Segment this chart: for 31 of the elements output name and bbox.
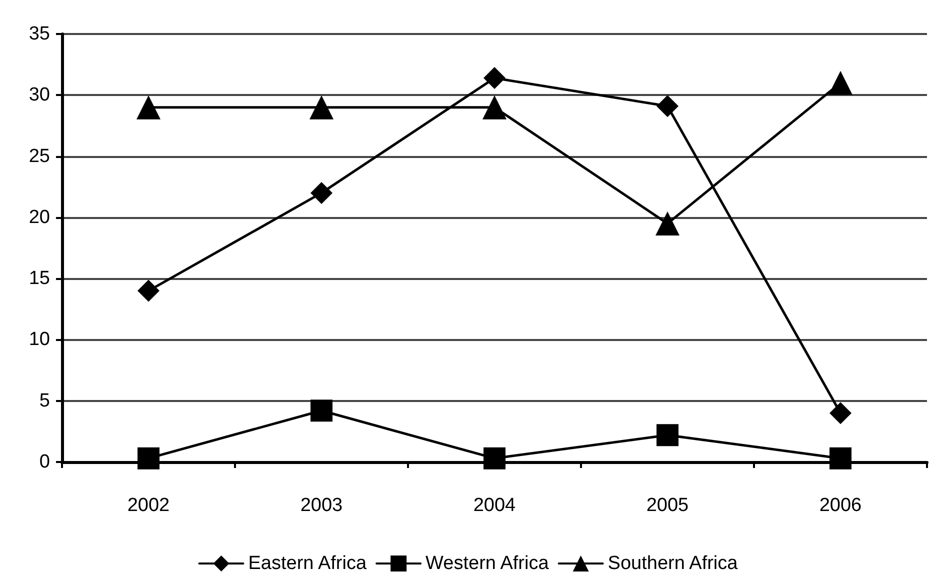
point bbox=[484, 447, 506, 470]
point bbox=[310, 95, 334, 120]
point bbox=[656, 212, 680, 236]
x-tick-label: 2004 bbox=[473, 495, 516, 516]
x-tick-label: 2006 bbox=[819, 495, 862, 516]
x-tick-label: 2002 bbox=[127, 495, 170, 516]
y-tick-label: 35 bbox=[28, 24, 50, 44]
y-tick-label: 0 bbox=[39, 452, 50, 472]
point bbox=[138, 447, 160, 470]
legend-label: Eastern Africa bbox=[248, 553, 367, 574]
legend-label: Southern Africa bbox=[608, 553, 738, 574]
point bbox=[484, 67, 506, 90]
x-tick-label: 2005 bbox=[646, 495, 689, 516]
point bbox=[310, 400, 332, 422]
x-tick-label: 2003 bbox=[300, 495, 343, 516]
point bbox=[656, 424, 678, 446]
point bbox=[138, 280, 160, 302]
y-tick-label: 15 bbox=[28, 268, 50, 290]
point bbox=[656, 95, 678, 118]
point bbox=[482, 95, 506, 120]
legend-label: Western Africa bbox=[426, 553, 550, 574]
y-tick-label: 20 bbox=[28, 206, 50, 228]
y-tick-label: 30 bbox=[28, 84, 50, 106]
point bbox=[310, 182, 332, 204]
y-tick-label: 25 bbox=[28, 146, 50, 167]
point bbox=[830, 402, 852, 424]
y-tick-label: 10 bbox=[28, 329, 50, 350]
point bbox=[830, 447, 852, 470]
y-tick-label: 5 bbox=[39, 390, 50, 412]
point bbox=[828, 70, 852, 95]
point bbox=[136, 95, 160, 120]
